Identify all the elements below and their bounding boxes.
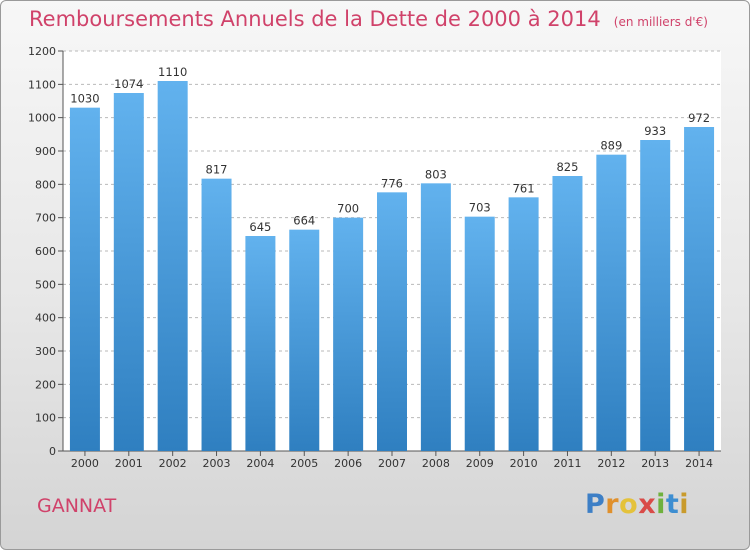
bar-value-label: 825	[556, 160, 578, 174]
bar	[157, 81, 188, 451]
chart-title-line: Remboursements Annuels de la Dette de 20…	[29, 7, 708, 31]
x-tick-label: 2007	[378, 457, 406, 470]
bar	[508, 197, 539, 451]
bar	[420, 183, 451, 452]
bar-value-label: 889	[600, 139, 622, 153]
x-tick-label: 2002	[159, 457, 187, 470]
chart-subtitle: (en milliers d'€)	[613, 15, 708, 29]
bar	[289, 229, 320, 451]
y-tick-label: 0	[49, 445, 56, 458]
x-tick-label: 2000	[71, 457, 99, 470]
bar	[113, 93, 144, 451]
logo-letter: o	[619, 489, 639, 520]
bar-value-label: 933	[644, 124, 666, 138]
y-tick-label: 800	[35, 178, 56, 191]
logo-letter: r	[605, 489, 620, 520]
bar-value-label: 664	[293, 214, 315, 228]
y-tick-label: 700	[35, 212, 56, 225]
y-tick-label: 1200	[28, 45, 56, 58]
y-tick-label: 900	[35, 145, 56, 158]
x-tick-label: 2008	[422, 457, 450, 470]
x-tick-label: 2014	[685, 457, 713, 470]
logo-letter: x	[638, 489, 657, 520]
x-tick-label: 2012	[597, 457, 625, 470]
bar-value-label: 1110	[158, 65, 187, 79]
bar-value-label: 700	[337, 202, 359, 216]
bar-value-label: 803	[425, 167, 447, 181]
bar	[552, 176, 583, 451]
bar	[201, 178, 232, 451]
bar-value-label: 972	[688, 111, 710, 125]
bar	[245, 236, 276, 451]
y-tick-label: 500	[35, 278, 56, 291]
x-tick-label: 2010	[510, 457, 538, 470]
logo-letter: i	[679, 489, 690, 520]
bar	[464, 216, 495, 451]
y-tick-label: 1000	[28, 112, 56, 125]
y-tick-label: 100	[35, 412, 56, 425]
logo-letter: P	[585, 489, 606, 520]
y-tick-label: 300	[35, 345, 56, 358]
bar-value-label: 645	[249, 220, 271, 234]
bar	[596, 154, 627, 451]
bar-value-label: 1074	[114, 77, 143, 91]
y-tick-label: 400	[35, 312, 56, 325]
x-tick-label: 2011	[553, 457, 581, 470]
x-tick-label: 2001	[115, 457, 143, 470]
x-tick-label: 2005	[290, 457, 318, 470]
y-tick-label: 200	[35, 378, 56, 391]
commune-name: GANNAT	[37, 495, 117, 517]
bar-value-label: 1030	[70, 92, 99, 106]
bar	[684, 127, 715, 451]
bar	[69, 107, 100, 452]
bar-value-label: 703	[469, 201, 491, 215]
proxiti-logo: Proxiti	[585, 489, 689, 520]
bar-value-label: 817	[206, 163, 228, 177]
bar-value-label: 761	[513, 181, 535, 195]
bar	[640, 140, 671, 451]
x-tick-label: 2003	[203, 457, 231, 470]
x-tick-label: 2009	[466, 457, 494, 470]
bar-value-label: 776	[381, 176, 403, 190]
chart-title: Remboursements Annuels de la Dette de 20…	[29, 7, 601, 31]
bar	[333, 217, 364, 451]
x-tick-label: 2013	[641, 457, 669, 470]
x-tick-label: 2004	[246, 457, 274, 470]
logo-letter: i	[656, 489, 666, 520]
logo-letter: t	[665, 489, 680, 520]
y-tick-label: 600	[35, 245, 56, 258]
x-tick-label: 2006	[334, 457, 362, 470]
bar	[377, 192, 407, 452]
y-tick-label: 1100	[28, 78, 56, 91]
